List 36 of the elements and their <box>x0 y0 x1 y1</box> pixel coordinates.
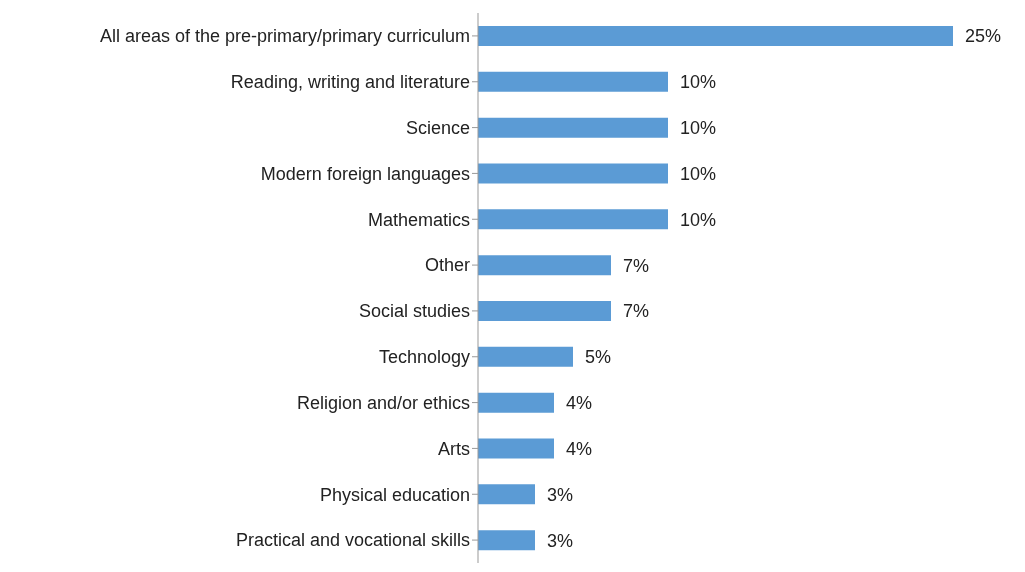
data-label: 7% <box>623 301 650 322</box>
bar <box>478 209 668 230</box>
y-tick-label: Technology <box>378 347 470 368</box>
y-tick-label: Science <box>405 117 470 138</box>
data-label: 10% <box>680 118 717 139</box>
bar <box>478 301 611 321</box>
data-label: 10% <box>680 72 717 93</box>
y-tick-label: Reading, writing and literature <box>230 72 470 93</box>
data-label: 4% <box>566 393 593 414</box>
bar <box>478 255 611 276</box>
y-tick-label: All areas of the pre-primary/primary curriculum <box>99 26 470 47</box>
data-label: 10% <box>680 209 717 230</box>
bar <box>478 71 668 92</box>
bar <box>478 530 535 551</box>
y-tick-label: Social studies <box>358 301 470 322</box>
y-tick-label: Modern foreign languages <box>260 163 470 184</box>
bar <box>478 117 668 138</box>
bar <box>478 163 668 184</box>
y-tick-label: Mathematics <box>367 209 470 230</box>
y-tick-label: Other <box>424 255 470 276</box>
bar <box>478 346 573 367</box>
data-label: 10% <box>680 163 717 184</box>
y-tick-label: Physical education <box>319 484 470 505</box>
data-label: 5% <box>585 347 612 368</box>
bar <box>478 484 535 505</box>
bar <box>478 392 554 413</box>
data-label: 7% <box>623 255 650 276</box>
y-tick-label: Religion and/or ethics <box>296 392 470 413</box>
data-label: 3% <box>547 484 574 505</box>
y-tick-label: Practical and vocational skills <box>235 530 470 551</box>
data-label: 4% <box>566 438 593 459</box>
bar <box>478 438 554 459</box>
data-label: 25% <box>965 26 1002 47</box>
data-label: 3% <box>547 530 574 551</box>
bar <box>478 26 953 46</box>
y-tick-label: Arts <box>437 438 470 459</box>
